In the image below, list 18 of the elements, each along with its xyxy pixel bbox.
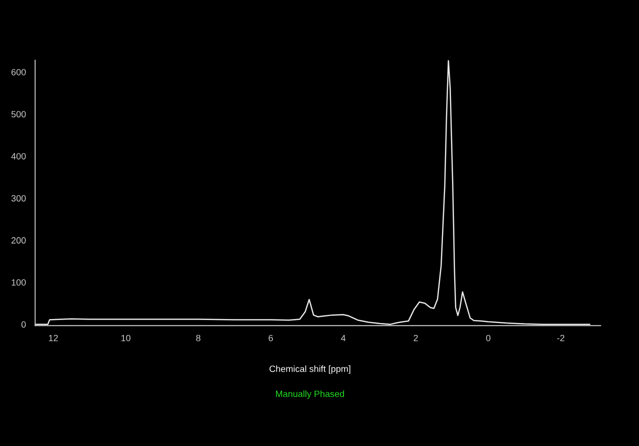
y-tick-label: 100 xyxy=(12,279,26,286)
x-tick-label: 6 xyxy=(268,334,273,342)
y-tick-label: 0 xyxy=(21,321,26,328)
x-tick-label: 4 xyxy=(340,334,346,342)
x-tick-label: 0 xyxy=(486,334,490,342)
y-tick-label: 200 xyxy=(12,237,26,244)
y-tick-label: 500 xyxy=(11,111,26,118)
x-tick-label: -2 xyxy=(557,334,564,342)
x-tick-label: 2 xyxy=(414,334,418,342)
x-tick-label: 10 xyxy=(121,334,130,342)
x-tick-label: 12 xyxy=(48,334,58,342)
y-tick-label: 400 xyxy=(11,153,26,160)
text: Manually Phased xyxy=(276,390,344,399)
y-tick-label: 600 xyxy=(12,68,26,76)
x-tick-label: 8 xyxy=(196,334,200,342)
x-axis-title: Chemical shift [ppm] xyxy=(270,365,350,374)
y-tick-label: 300 xyxy=(11,195,26,202)
line-series xyxy=(35,60,590,325)
